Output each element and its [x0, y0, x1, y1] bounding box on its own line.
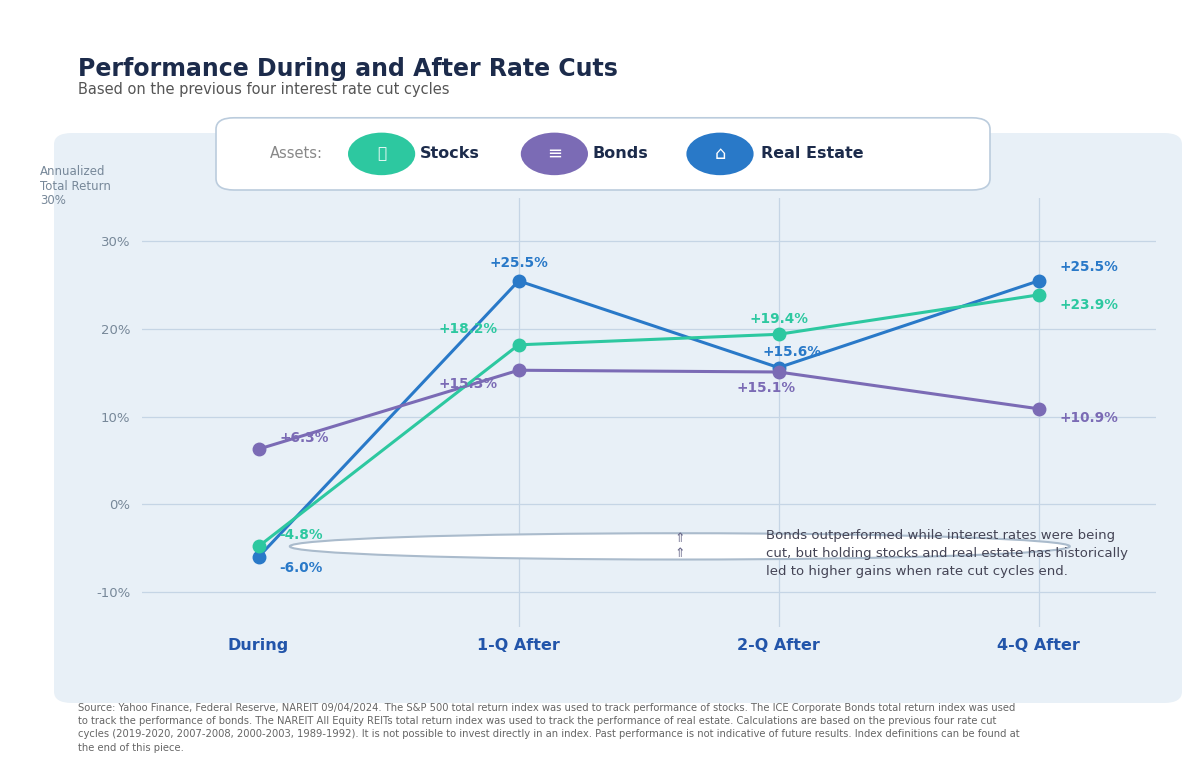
- FancyBboxPatch shape: [216, 118, 990, 190]
- Text: ⇑
⇑: ⇑ ⇑: [674, 532, 685, 560]
- Text: Assets:: Assets:: [270, 147, 323, 161]
- Text: Bonds: Bonds: [593, 147, 648, 161]
- Text: Stocks: Stocks: [420, 147, 480, 161]
- Text: +15.6%: +15.6%: [762, 345, 821, 359]
- Text: ⌂: ⌂: [714, 145, 726, 163]
- Text: +15.1%: +15.1%: [736, 381, 796, 394]
- Text: +23.9%: +23.9%: [1060, 297, 1118, 312]
- Circle shape: [348, 132, 415, 175]
- Text: Annualized: Annualized: [41, 165, 106, 179]
- Text: Performance During and After Rate Cuts: Performance During and After Rate Cuts: [78, 57, 618, 81]
- Text: +15.3%: +15.3%: [439, 377, 498, 391]
- Text: Total Return: Total Return: [41, 180, 112, 193]
- Text: Real Estate: Real Estate: [761, 147, 864, 161]
- Text: +25.5%: +25.5%: [1060, 260, 1118, 274]
- Text: -6.0%: -6.0%: [280, 562, 323, 575]
- Text: 𝄛: 𝄛: [377, 147, 386, 161]
- Text: ≡: ≡: [547, 145, 562, 163]
- Text: 30%: 30%: [41, 194, 66, 207]
- Text: Based on the previous four interest rate cut cycles: Based on the previous four interest rate…: [78, 81, 450, 97]
- Text: +19.4%: +19.4%: [749, 312, 808, 325]
- Text: Bonds outperformed while interest rates were being
cut, but holding stocks and r: Bonds outperformed while interest rates …: [766, 529, 1128, 578]
- FancyBboxPatch shape: [54, 133, 1182, 703]
- Text: -4.8%: -4.8%: [280, 528, 323, 542]
- Circle shape: [521, 132, 588, 175]
- Text: +18.2%: +18.2%: [439, 322, 498, 336]
- Circle shape: [686, 132, 754, 175]
- Text: +6.3%: +6.3%: [280, 431, 329, 445]
- Text: +10.9%: +10.9%: [1060, 411, 1118, 426]
- Text: +25.5%: +25.5%: [490, 256, 548, 271]
- Text: Source: Yahoo Finance, Federal Reserve, NAREIT 09/04/2024. The S&P 500 total ret: Source: Yahoo Finance, Federal Reserve, …: [78, 703, 1020, 752]
- Circle shape: [290, 534, 1069, 559]
